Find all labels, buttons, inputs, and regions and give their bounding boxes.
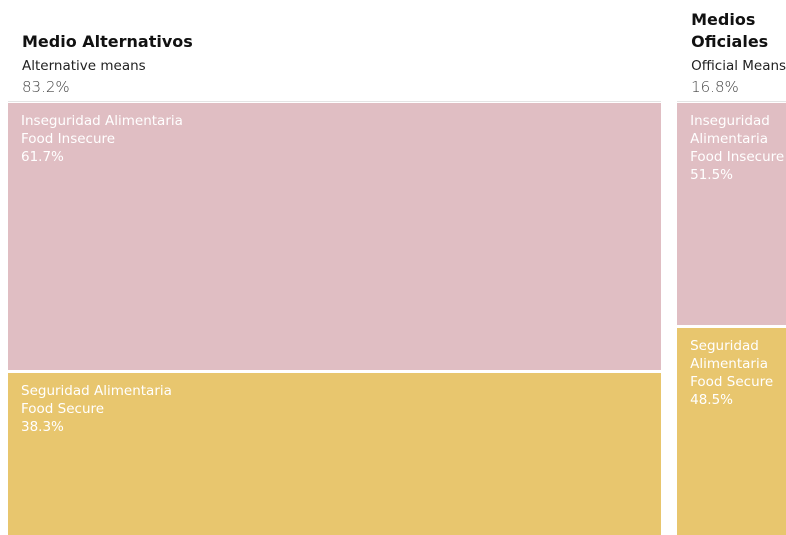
segment-value: 61.7% <box>21 149 64 165</box>
segment-name: Seguridad Alimentaria <box>21 382 172 399</box>
segment-name: Inseguridad Alimentaria <box>21 113 183 129</box>
segment-subtitle: Food Insecure <box>21 131 116 147</box>
segment-name: Seguridad Alimentaria <box>690 338 768 373</box>
segment-subtitle: Food Secure <box>21 400 105 417</box>
segment-label: Seguridad Alimentaria Food Secure 38.3% <box>21 382 650 436</box>
segment <box>8 372 662 535</box>
segment-subtitle: Food Secure <box>690 374 774 391</box>
column-value: 16.8% <box>691 78 739 96</box>
header-rule <box>677 101 786 102</box>
column-header: Medios Oficiales Official Means 16.8% <box>691 0 786 98</box>
segment <box>677 103 786 326</box>
column-title: Medios Oficiales <box>691 10 769 51</box>
segment-label: Inseguridad Alimentaria Food Insecure 51.5… <box>690 112 786 184</box>
segment-name: Inseguridad Alimentaria <box>690 113 770 147</box>
segment-value: 48.5% <box>690 392 733 409</box>
header-rule <box>8 101 662 102</box>
column-subtitle: Alternative means <box>22 58 146 74</box>
segment <box>8 103 662 370</box>
column-value: 83.2% <box>22 78 70 96</box>
column-title: Medio Alternativos <box>22 32 193 51</box>
column-subtitle: Official Means <box>691 58 786 74</box>
segment-subtitle: Food Insecure <box>690 149 785 165</box>
segment-value: 51.5% <box>690 167 733 183</box>
segment-value: 38.3% <box>21 418 64 435</box>
segment-label: Inseguridad Alimentaria Food Insecure 61.7… <box>21 112 650 166</box>
column-header: Medio Alternativos Alternative means 83.2% <box>22 0 655 98</box>
segment-label: Seguridad Alimentaria Food Secure 48.5% <box>690 337 786 409</box>
segment <box>677 328 786 535</box>
